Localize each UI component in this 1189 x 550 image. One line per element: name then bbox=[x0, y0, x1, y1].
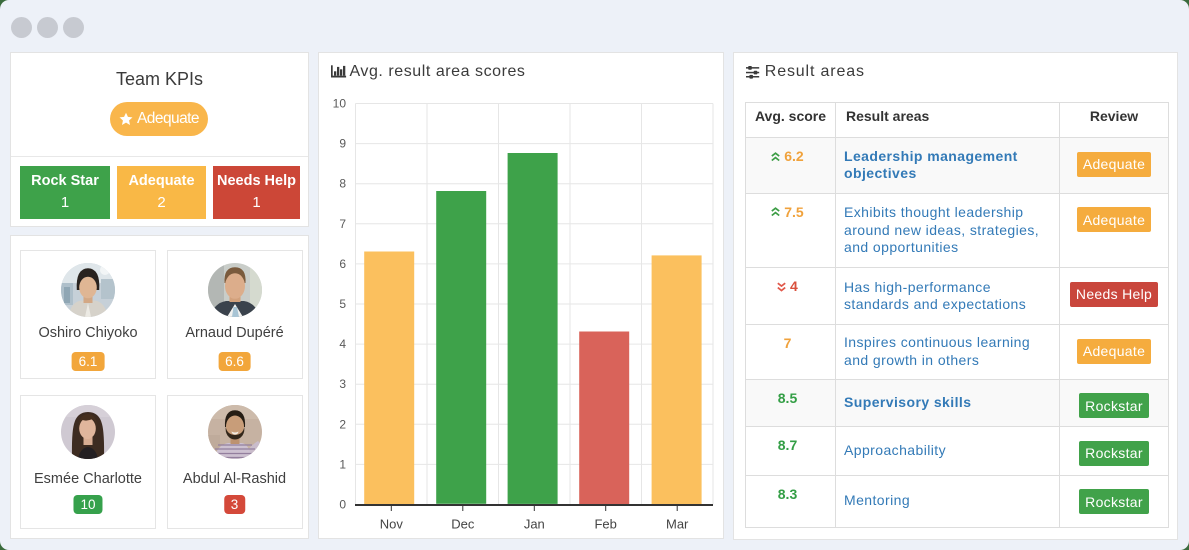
svg-text:5: 5 bbox=[339, 297, 346, 311]
svg-text:4: 4 bbox=[339, 337, 346, 351]
svg-text:10: 10 bbox=[333, 97, 347, 111]
svg-text:Feb: Feb bbox=[594, 517, 616, 532]
svg-text:Nov: Nov bbox=[380, 517, 404, 532]
svg-text:Dec: Dec bbox=[451, 517, 475, 532]
svg-text:9: 9 bbox=[339, 137, 346, 151]
svg-text:Jan: Jan bbox=[524, 517, 545, 532]
svg-text:2: 2 bbox=[339, 417, 346, 431]
svg-text:0: 0 bbox=[339, 498, 346, 512]
svg-text:7: 7 bbox=[339, 217, 346, 231]
svg-text:6: 6 bbox=[339, 257, 346, 271]
svg-text:3: 3 bbox=[339, 377, 346, 391]
svg-text:8: 8 bbox=[339, 177, 346, 191]
svg-text:Mar: Mar bbox=[666, 517, 689, 532]
svg-text:1: 1 bbox=[339, 457, 346, 471]
